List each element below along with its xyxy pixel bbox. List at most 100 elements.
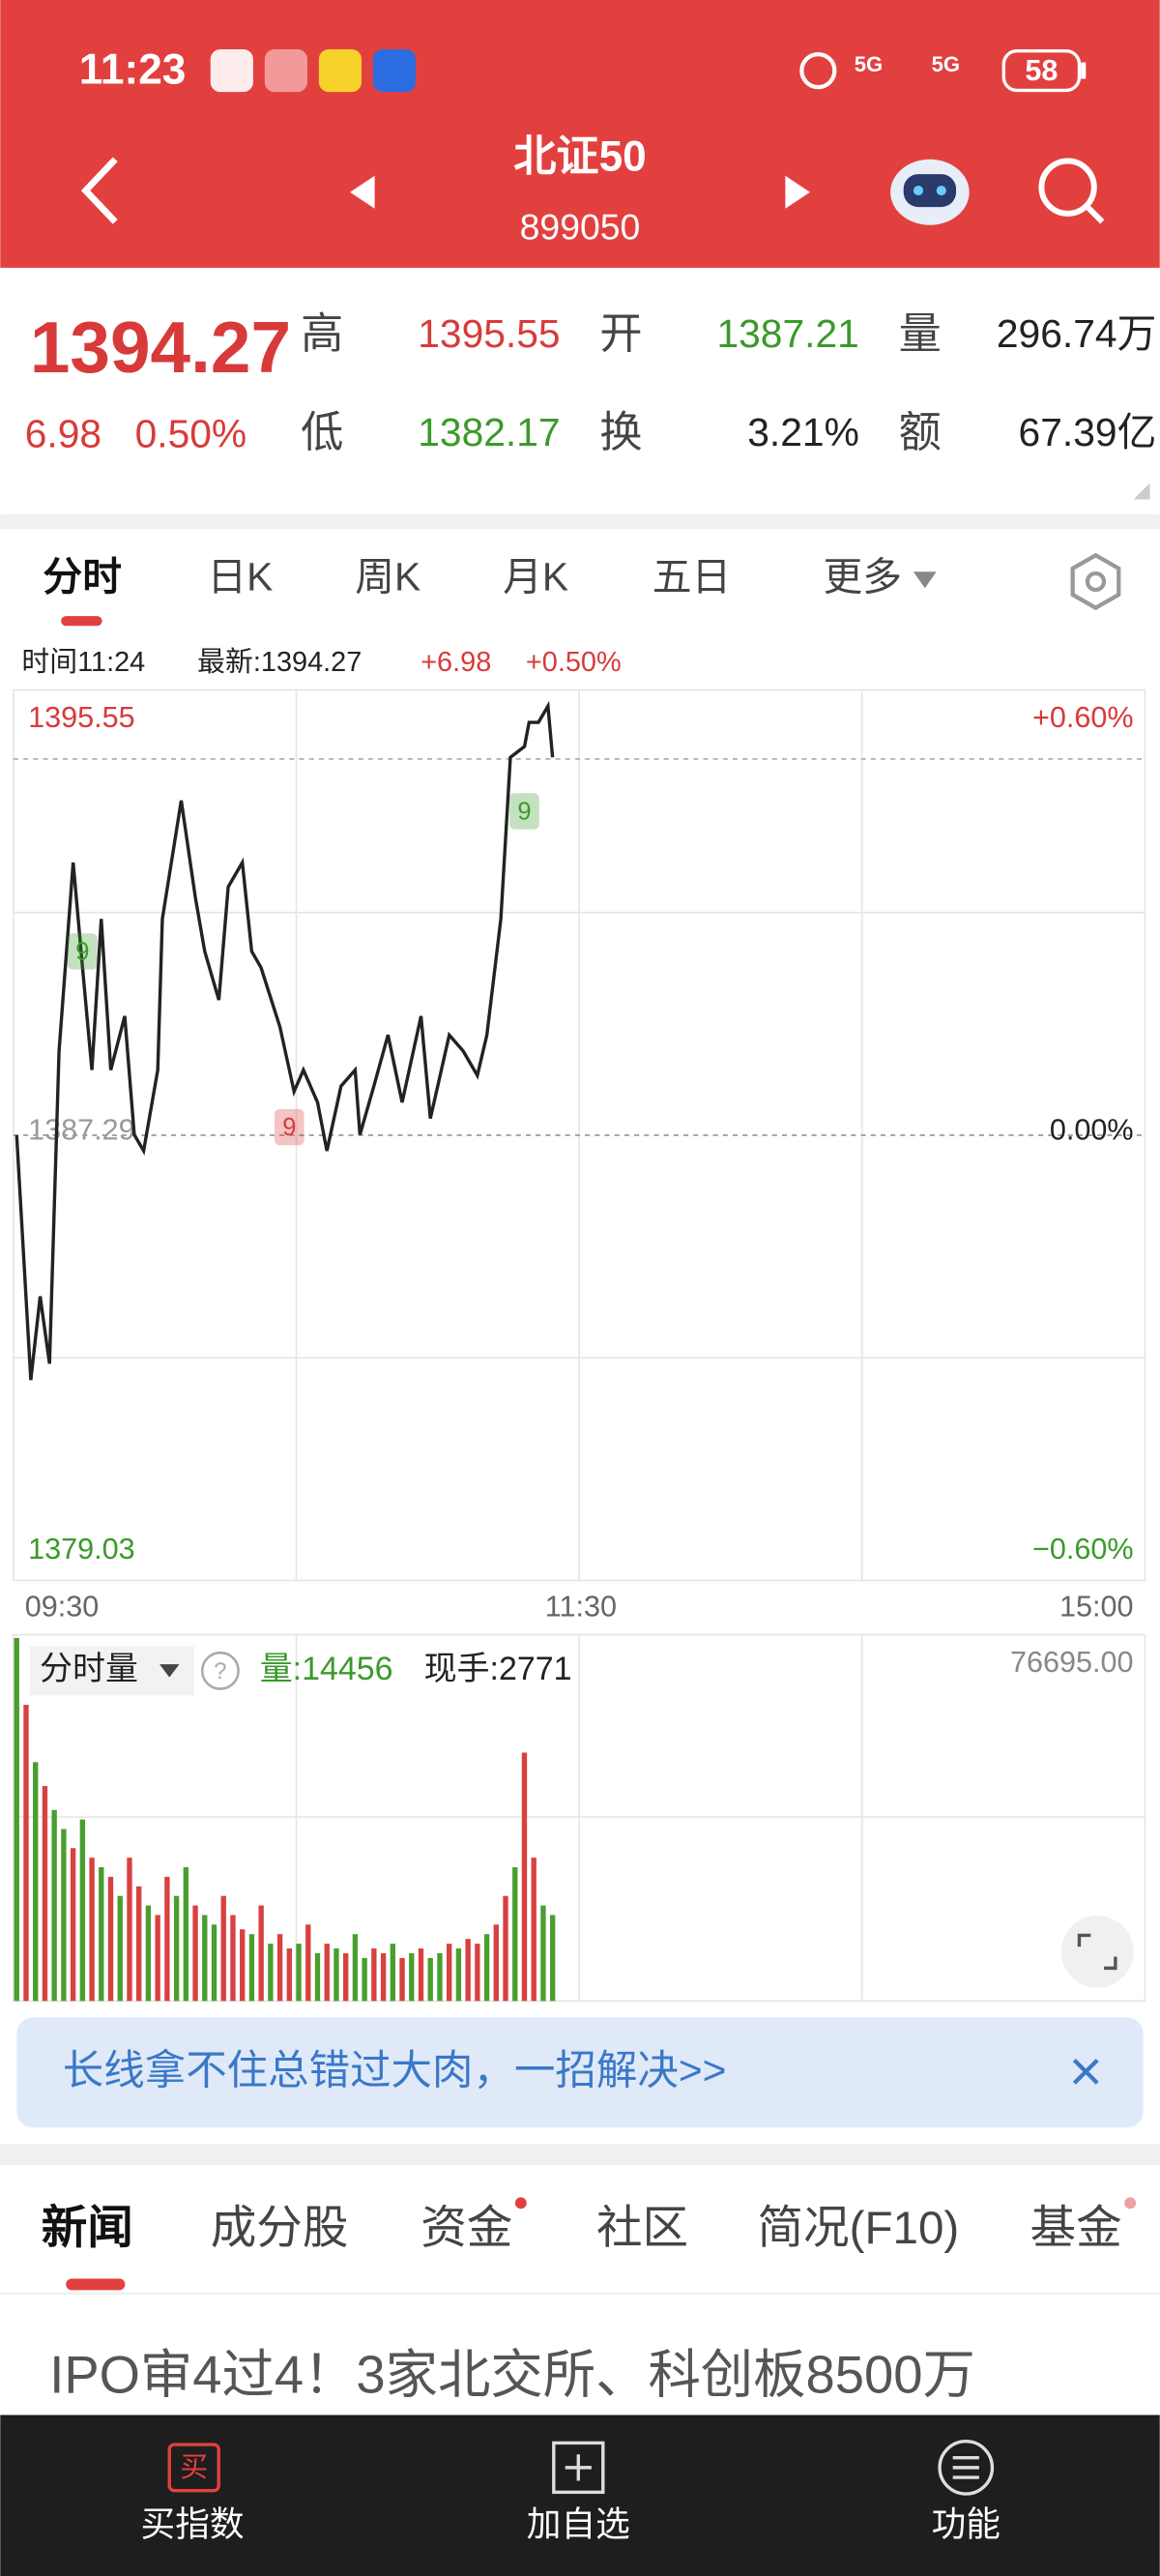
chart-tab[interactable]: 五日: [652, 555, 732, 600]
news-tab[interactable]: 新闻: [42, 2203, 133, 2254]
info-time: 时间11:24: [21, 647, 145, 678]
volume-bar: [23, 1705, 29, 2002]
price: 1394.27: [30, 307, 291, 388]
help-icon[interactable]: ?: [200, 1651, 240, 1690]
volume-bar: [155, 1915, 160, 2002]
field-value: 1395.55: [418, 311, 560, 356]
volume-bar: [324, 1944, 330, 2002]
news-tab[interactable]: 基金: [1030, 2203, 1122, 2254]
field-label: 量: [899, 310, 942, 358]
header-title: 北证50: [513, 132, 646, 180]
menu-icon: [938, 2439, 995, 2496]
bottom-nav-bg: [0, 2415, 1160, 2576]
volume-bar: [164, 1876, 170, 2002]
settings-icon[interactable]: [1070, 552, 1121, 611]
y-tick-label: 1387.29: [28, 1114, 135, 1147]
volume-bar: [89, 1858, 95, 2002]
volume-bar: [61, 1829, 67, 2002]
volume-bar: [493, 1924, 499, 2002]
volume-bar: [258, 1905, 264, 2002]
nav-item[interactable]: 买指数: [141, 2504, 245, 2543]
price-line: [14, 700, 555, 1381]
y-tick-label: 1379.03: [28, 1533, 135, 1566]
volume-bar: [352, 1934, 359, 2002]
volume-bar: [465, 1939, 471, 2002]
chart-tab[interactable]: 日K: [207, 555, 273, 600]
field-label: 高: [301, 310, 343, 358]
field-label: 换: [599, 409, 642, 456]
chart-tab[interactable]: 分时: [43, 555, 122, 600]
assistant-icon[interactable]: [890, 159, 970, 225]
header-bg: [0, 0, 1160, 268]
tab-indicator: [61, 616, 102, 627]
banner-text[interactable]: 长线拿不住总错过大肉，一招解决>>: [63, 2047, 727, 2093]
field-label: 额: [899, 409, 942, 456]
svg-text:?: ?: [214, 1658, 226, 1684]
buy-icon: [167, 2443, 220, 2493]
volume-value: 量:14456: [260, 1651, 393, 1687]
app-icon: [318, 48, 362, 93]
volume-bar: [512, 1867, 518, 2002]
header-code: 899050: [520, 207, 641, 248]
volume-bar: [409, 1952, 415, 2002]
annotation-badge: [509, 793, 539, 830]
search-button[interactable]: [1038, 158, 1105, 224]
info-latest: 最新:1394.27: [197, 647, 362, 678]
chart-tab[interactable]: 周K: [355, 555, 420, 600]
volume-bar: [70, 1848, 76, 2002]
volume-bar: [296, 1944, 302, 2002]
nav-item[interactable]: 加自选: [527, 2504, 630, 2543]
news-tab[interactable]: 资金: [420, 2203, 512, 2254]
volume-bar: [305, 1924, 311, 2002]
annotation-label: 9: [75, 938, 89, 965]
volume-bar: [136, 1886, 142, 2002]
volume-bar: [399, 1957, 405, 2002]
x-tick-label: 11:30: [545, 1590, 617, 1623]
volume-bar: [362, 1957, 367, 2002]
volume-bar: [343, 1952, 349, 2002]
dropdown-arrow: [160, 1664, 180, 1678]
volume-bar: [79, 1819, 86, 2002]
prev-button[interactable]: [350, 175, 375, 209]
volume-selector-label[interactable]: 分时量: [40, 1651, 138, 1687]
info-change: +6.98: [420, 647, 491, 678]
badge-dot: [514, 2197, 527, 2210]
corner-mark: [1133, 483, 1150, 500]
alarm-icon: [799, 51, 837, 90]
volume-bar: [14, 1637, 19, 2002]
close-banner[interactable]: [1072, 2059, 1099, 2085]
volume-bar: [455, 1948, 462, 2002]
chart-tab[interactable]: 更多: [823, 555, 902, 600]
app-icon: [372, 48, 417, 93]
y2-tick-label: −0.60%: [1032, 1533, 1134, 1566]
volume-bar: [268, 1944, 274, 2002]
volume-bar: [503, 1895, 508, 2002]
volume-bar: [145, 1905, 152, 2002]
chart-tab[interactable]: 月K: [503, 555, 568, 600]
nav-item[interactable]: 功能: [932, 2504, 1000, 2543]
volume-bar: [183, 1867, 189, 2002]
field-value: 296.74万: [997, 311, 1156, 356]
dropdown-arrow: [913, 571, 937, 589]
back-button[interactable]: [80, 157, 118, 224]
news-tab[interactable]: 成分股: [211, 2203, 349, 2254]
news-tab[interactable]: 社区: [596, 2203, 688, 2254]
news-tab[interactable]: 简况(F10): [757, 2203, 959, 2254]
volume-bar: [549, 1915, 556, 2002]
banner[interactable]: [16, 2017, 1144, 2128]
app-icon: [264, 48, 307, 93]
network-label: 5G: [855, 52, 883, 76]
volume-bar: [42, 1786, 48, 2002]
volume-bar: [540, 1905, 546, 2002]
volume-bar: [99, 1867, 104, 2002]
volume-bar: [314, 1952, 321, 2002]
expand-button[interactable]: [1060, 1916, 1134, 1988]
separator: [0, 513, 1160, 530]
buy-icon-label: 买: [180, 2452, 208, 2483]
news-headline[interactable]: IPO审4过4！3家北交所、科创板8500万: [49, 2345, 975, 2404]
field-label: 开: [599, 310, 642, 358]
volume-bar: [447, 1944, 452, 2002]
volume-bar: [240, 1929, 246, 2002]
next-button[interactable]: [785, 175, 810, 209]
volume-bar: [33, 1762, 39, 2002]
